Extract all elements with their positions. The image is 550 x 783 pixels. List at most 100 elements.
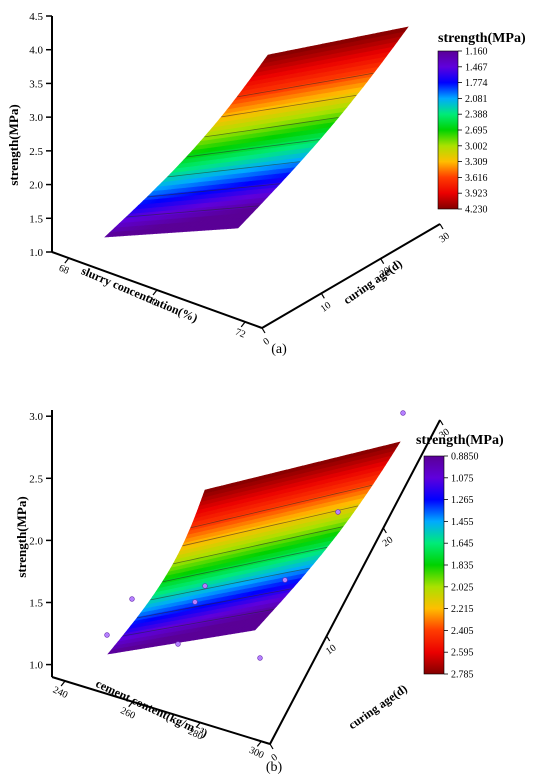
colorbar-tick-label: 4.230: [465, 205, 488, 216]
colorbar-tick-label: 1.774: [465, 78, 488, 89]
y-tick-label: 10: [319, 300, 334, 315]
z-axis-title: strength(MPa): [14, 496, 29, 577]
y-tick-label: 0: [269, 752, 279, 764]
z-tick-label: 1.5: [29, 597, 43, 609]
contour-line: [126, 205, 260, 218]
colorbar-tick-label: 3.923: [465, 189, 488, 200]
z-tick-label: 2.5: [29, 146, 43, 158]
y-tick-mark: [269, 743, 274, 750]
colorbar-tick-label: 1.265: [451, 495, 474, 506]
z-tick-label: 1.5: [29, 213, 43, 225]
colorbar-tick-label: 0.8850: [451, 452, 479, 463]
surface-mesh: [107, 441, 401, 655]
data-point: [104, 632, 110, 638]
colorbar-tick-label: 1.645: [451, 539, 474, 550]
colorbar-tick-label: 2.025: [451, 582, 474, 593]
y-tick-label: 10: [324, 643, 339, 658]
x-tick-label: 68: [57, 263, 71, 277]
contour-line: [173, 526, 344, 565]
z-tick-label: 3.5: [29, 78, 43, 90]
panel-label: (a): [271, 342, 287, 357]
z-tick-label: 1.0: [29, 247, 43, 259]
colorbar: [437, 50, 459, 210]
colorbar-tick-label: 1.835: [451, 561, 474, 572]
y-tick-mark: [439, 419, 444, 426]
x-tick-mark: [64, 257, 70, 264]
z-tick-label: 2.0: [29, 535, 43, 547]
z-axis-title: strength(MPa): [6, 104, 21, 185]
colorbar-tick-label: 2.695: [465, 126, 488, 137]
x-tick-mark: [60, 680, 66, 687]
z-tick-label: 4.0: [29, 45, 43, 57]
colorbar-tick-label: 1.467: [465, 62, 488, 73]
y-axis-line: [269, 419, 441, 745]
colorbar-tick-label: 3.309: [465, 157, 488, 168]
contour-line: [167, 161, 301, 178]
contour-line: [150, 567, 311, 601]
colorbar-title: strength(MPa): [438, 31, 526, 46]
y-axis-title: curing age(d): [346, 681, 410, 732]
colorbar-tick-label: 1.455: [451, 517, 474, 528]
contour-line: [204, 117, 339, 138]
contour-line: [190, 484, 373, 529]
contour-line: [162, 546, 328, 583]
data-point: [175, 641, 181, 647]
colorbar: [423, 455, 445, 675]
y-tick-mark: [380, 258, 385, 264]
contour-line: [147, 183, 280, 198]
surface-chart-a: 1.0 1.5 2.0 2.5 3.0 3.5 4.0 4.5 strength(MPa) 68 7…: [6, 11, 526, 357]
surface-chart-b: 1.01.52.02.53.0strength(MPa)240260280300…: [14, 410, 504, 775]
z-tick-label: 4.5: [29, 11, 43, 23]
colorbar-tick-label: 1.075: [451, 473, 474, 484]
contour-line: [122, 608, 274, 637]
y-tick-label: 30: [437, 231, 452, 246]
colorbar-tick-label: 2.215: [451, 604, 474, 615]
y-tick-mark: [320, 293, 325, 299]
chart-panel-b: 1.0 1.5 2.0 2.5 3.0 strength(MPa) 240 260 280 300…: [0, 392, 550, 778]
data-point: [202, 583, 208, 589]
x-axis-title: slurry concentration(%): [79, 263, 200, 325]
y-tick-mark: [326, 635, 331, 642]
y-tick-mark: [382, 527, 387, 534]
z-tick-label: 1.0: [29, 660, 43, 672]
data-point: [282, 577, 288, 583]
contour-line: [237, 72, 374, 98]
colorbar-tick-label: 2.595: [451, 648, 474, 659]
data-point: [400, 410, 406, 416]
x-tick-label: 300: [247, 745, 265, 761]
colorbar-tick-label: 2.405: [451, 626, 474, 637]
colorbar-tick-label: 3.002: [465, 141, 488, 152]
x-axis-title: cement content(kg/m⁻³): [94, 676, 210, 740]
y-tick-label: 20: [381, 535, 396, 550]
x-tick-label: 72: [233, 327, 247, 341]
y-axis-line: [261, 223, 441, 329]
colorbar-tick-label: 3.616: [465, 173, 488, 184]
colorbar-tick-label: 2.785: [451, 670, 474, 681]
z-tick-label: 3.0: [29, 112, 43, 124]
z-tick-label: 2.0: [29, 180, 43, 192]
x-axis-line: [51, 676, 271, 745]
y-tick-mark: [439, 223, 444, 230]
contour-line: [186, 139, 320, 158]
x-tick-mark: [240, 321, 246, 328]
colorbar-tick-label: 1.160: [465, 47, 488, 58]
contour-line: [221, 94, 357, 118]
colorbar-tick-label: 2.081: [465, 94, 488, 105]
z-tick-label: 2.5: [29, 473, 43, 485]
colorbar-title: strength(MPa): [416, 433, 504, 448]
surface-mesh: [104, 26, 409, 238]
colorbar-tick-label: 2.388: [465, 110, 488, 121]
data-point: [257, 655, 263, 661]
x-tick-mark: [195, 722, 201, 728]
panel-label: (b): [266, 760, 283, 775]
chart-panel-a: 1.0 1.5 2.0 2.5 3.0 3.5 4.0 4.5 strength(MPa) 68 7…: [0, 0, 550, 370]
y-tick-mark: [261, 327, 266, 334]
z-tick-label: 3.0: [29, 411, 43, 423]
y-tick-label: 0: [261, 336, 271, 348]
data-point: [192, 599, 198, 605]
contour-line: [136, 588, 293, 619]
x-tick-label: 70: [145, 295, 159, 309]
x-tick-mark: [152, 289, 158, 296]
data-point: [129, 596, 135, 602]
x-tick-mark: [256, 740, 262, 747]
